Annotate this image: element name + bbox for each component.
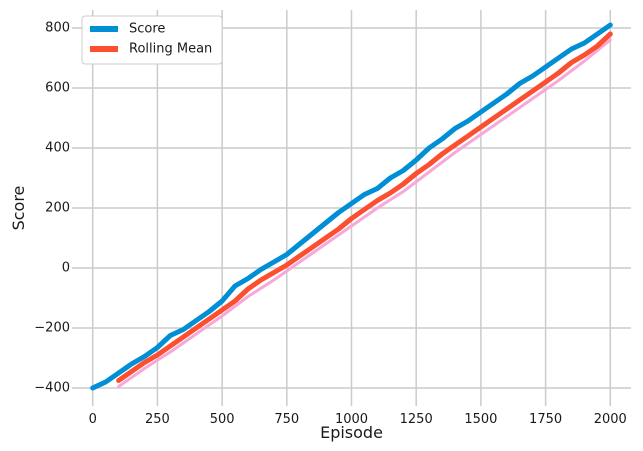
series-layer: [90, 22, 613, 391]
grid-lines: [72, 10, 631, 406]
x-tick-label: 1250: [400, 412, 433, 427]
x-tick-label: 1500: [464, 412, 497, 427]
x-tick-label: 750: [274, 412, 299, 427]
series-line-rolling-mean: [116, 31, 613, 383]
x-tick-label: 1750: [529, 412, 562, 427]
series-line-score: [90, 22, 613, 391]
x-tick-label: 500: [210, 412, 235, 427]
y-tick-label: −400: [34, 381, 70, 396]
y-axis-label: Score: [9, 186, 28, 231]
y-tick-label: −200: [34, 321, 70, 336]
x-axis-label: Episode: [320, 423, 383, 442]
x-tick-label: 250: [145, 412, 170, 427]
y-tick-label: 0: [62, 261, 70, 276]
y-tick-label: 400: [45, 141, 70, 156]
legend: Score Rolling Mean: [81, 15, 223, 65]
x-tick-label: 0: [89, 412, 97, 427]
x-tick-labels: 0 250 500 750 1000 1250 1500 1750 2000: [89, 412, 627, 427]
x-tick-label: 1000: [335, 412, 368, 427]
legend-label-rolling-mean: Rolling Mean: [129, 42, 212, 57]
y-tick-label: 200: [45, 201, 70, 216]
legend-label-score: Score: [129, 22, 165, 37]
y-tick-labels: −400 −200 0 200 400 600 800: [34, 21, 70, 396]
y-tick-label: 600: [45, 81, 70, 96]
series-line-unlabeled: [117, 38, 612, 388]
y-tick-label: 800: [45, 21, 70, 36]
x-tick-label: 2000: [594, 412, 627, 427]
